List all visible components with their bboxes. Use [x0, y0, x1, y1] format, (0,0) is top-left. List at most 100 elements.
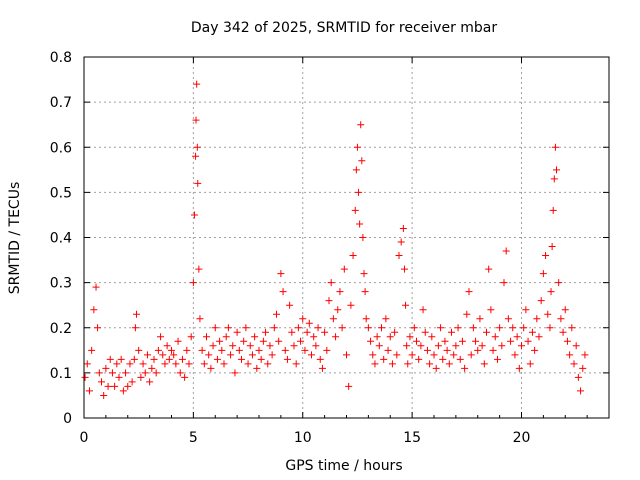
data-point: [520, 324, 528, 332]
data-point: [323, 346, 331, 354]
data-point: [513, 333, 521, 341]
data-point: [119, 387, 127, 395]
data-point: [240, 337, 248, 345]
data-point: [170, 351, 178, 359]
data-point: [290, 342, 298, 350]
data-point: [193, 143, 201, 151]
data-point: [489, 346, 497, 354]
data-point: [207, 364, 215, 372]
data-point: [572, 342, 580, 350]
data-point: [559, 328, 567, 336]
data-point: [434, 342, 442, 350]
data-point: [163, 342, 171, 350]
data-point: [551, 143, 559, 151]
data-point: [238, 355, 245, 363]
data-point: [168, 346, 175, 354]
data-point: [397, 238, 405, 246]
data-point: [283, 355, 291, 363]
data-point: [413, 337, 420, 345]
data-point: [81, 373, 89, 381]
data-point: [441, 337, 449, 345]
x-axis-label: GPS time / hours: [285, 458, 402, 474]
data-point: [327, 279, 335, 287]
data-point: [570, 360, 578, 368]
y-axis-ticks: 0 0.1 0.2 0.3 0.4 0.5 0.6 0.7 0.8: [50, 50, 609, 427]
data-point: [128, 378, 136, 386]
data-point: [318, 364, 326, 372]
data-point: [393, 351, 401, 359]
data-point: [375, 342, 383, 350]
data-point: [137, 373, 145, 381]
data-point: [360, 270, 368, 278]
y-axis-label: SRMTID / TECUs: [7, 182, 23, 295]
data-point: [419, 306, 427, 314]
data-point: [235, 346, 243, 354]
data-point: [498, 342, 506, 350]
data-point: [224, 324, 232, 332]
data-point: [152, 369, 160, 377]
data-point: [371, 360, 379, 368]
data-point: [189, 279, 197, 287]
data-point: [359, 234, 367, 241]
y-tick-label: 0.3: [50, 276, 72, 292]
data-point: [518, 342, 525, 350]
data-point: [288, 328, 296, 336]
y-tick-label: 0.7: [50, 95, 72, 111]
data-points: [81, 80, 589, 399]
data-point: [403, 342, 411, 350]
data-point: [108, 369, 116, 377]
data-point: [493, 355, 501, 363]
data-point: [408, 351, 416, 359]
data-point: [561, 306, 569, 314]
data-point: [209, 342, 217, 350]
data-point: [547, 288, 555, 296]
data-point: [159, 351, 167, 359]
data-point: [314, 324, 322, 332]
data-point: [410, 324, 418, 332]
data-point: [463, 310, 471, 318]
data-point: [515, 364, 523, 372]
data-point: [568, 324, 576, 332]
data-point: [303, 328, 311, 336]
data-point: [316, 355, 324, 363]
data-point: [367, 337, 375, 345]
x-tick-label: 10: [294, 430, 312, 446]
data-point: [469, 324, 477, 332]
data-point: [461, 364, 469, 372]
data-point: [369, 351, 377, 359]
data-point: [362, 315, 370, 323]
data-point: [255, 346, 263, 354]
data-point: [526, 360, 534, 368]
data-point: [511, 351, 519, 359]
chart-title: Day 342 of 2025, SRMTID for receiver mba…: [191, 20, 498, 36]
data-point: [176, 369, 184, 377]
data-point: [229, 342, 237, 350]
data-point: [273, 310, 280, 318]
data-point: [218, 346, 226, 354]
data-point: [233, 328, 241, 336]
data-point: [172, 360, 180, 368]
data-point: [141, 369, 149, 377]
data-point: [203, 333, 210, 341]
data-point: [336, 288, 344, 296]
data-point: [347, 301, 355, 309]
data-point: [430, 351, 438, 359]
data-point: [259, 337, 267, 345]
data-point: [507, 337, 515, 345]
data-point: [491, 333, 499, 341]
data-point: [509, 324, 517, 332]
data-point: [113, 360, 121, 368]
data-point: [343, 351, 350, 359]
data-point: [190, 211, 198, 219]
data-point: [456, 355, 464, 363]
data-point: [454, 324, 462, 332]
data-point: [480, 360, 488, 368]
data-point: [266, 342, 274, 350]
data-point: [242, 324, 250, 332]
data-point: [502, 247, 510, 255]
data-point: [395, 252, 403, 260]
data-point: [310, 333, 318, 341]
data-point: [478, 342, 486, 350]
data-point: [549, 206, 557, 214]
data-point: [351, 206, 359, 214]
